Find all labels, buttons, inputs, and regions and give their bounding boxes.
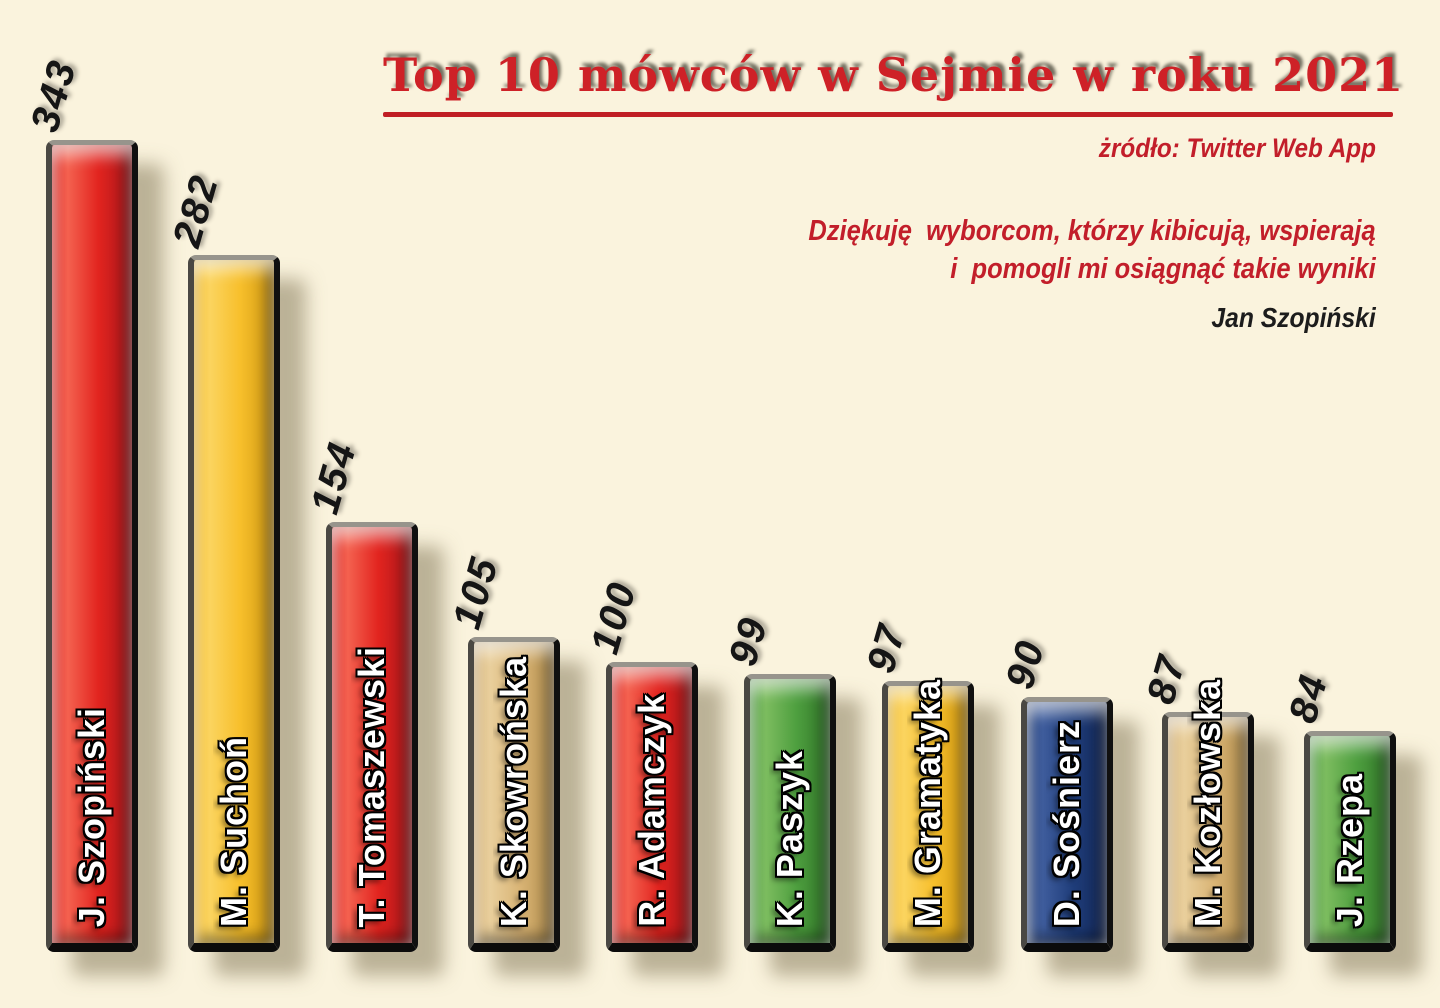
bar-m-suchon: 282 M. Suchoń	[165, 170, 280, 952]
source-credit: żródło: Twitter Web App	[1098, 133, 1376, 163]
bar-d-sosnierz: 90 D. Sośnierz	[998, 635, 1113, 952]
title-underline	[383, 112, 1393, 117]
bar-k-paszyk: 99 K. Paszyk	[721, 612, 836, 952]
quote-line-1: Dziękuję wyborcom, którzy kibicują, wspi…	[808, 215, 1376, 247]
bar-j-rzepa: 84 J. Rzepa	[1281, 669, 1396, 952]
bar-value-label: 90	[997, 634, 1054, 694]
bar-value-label: 154	[302, 436, 366, 519]
bar-value-label: 282	[164, 169, 228, 252]
bar-category-label: K. Paszyk	[769, 749, 810, 927]
bar-category-label: T. Tomaszewski	[351, 645, 392, 927]
bar-value-label: 99	[720, 611, 777, 671]
quote-line-2: i pomogli mi osiągnąć takie wyniki	[950, 253, 1376, 285]
bar-category-label: D. Sośnierz	[1046, 719, 1087, 927]
bar-category-label: J. Szopiński	[71, 706, 112, 927]
bar-value-label: 343	[22, 54, 86, 137]
bar-m-gramatyka: 97 M. Gramatyka	[859, 619, 974, 952]
bar-category-label: K. Skowrońska	[493, 655, 534, 927]
bar-t-tomaszewski: 154 T. Tomaszewski	[303, 437, 418, 952]
bar-category-label: M. Gramatyka	[907, 678, 948, 927]
bar-category-label: M. Suchoń	[213, 736, 254, 927]
bar-value-label: 100	[582, 576, 646, 659]
bar-category-label: M. Kozłowska	[1187, 678, 1228, 927]
bar-k-skowronska: 105 K. Skowrońska	[445, 552, 560, 952]
bar-m-koz-owska: 87 M. Kozłowska	[1139, 650, 1254, 952]
bar-value-label: 97	[858, 618, 915, 678]
quote-block: Dziękuję wyborcom, którzy kibicują, wspi…	[809, 212, 1376, 288]
bar-value-label: 84	[1280, 668, 1337, 728]
bar-category-label: J. Rzepa	[1329, 772, 1370, 927]
quote-author: Jan Szopiński	[1211, 302, 1376, 333]
bar-r-adamczyk: 100 R. Adamczyk	[583, 577, 698, 952]
bar-j-szopinski: 343 J. Szopiński	[23, 55, 138, 952]
bar-category-label: R. Adamczyk	[631, 693, 672, 927]
chart-title: Top 10 mówców w Sejmie w roku 2021	[383, 48, 1405, 102]
bar-value-label: 105	[444, 551, 508, 634]
